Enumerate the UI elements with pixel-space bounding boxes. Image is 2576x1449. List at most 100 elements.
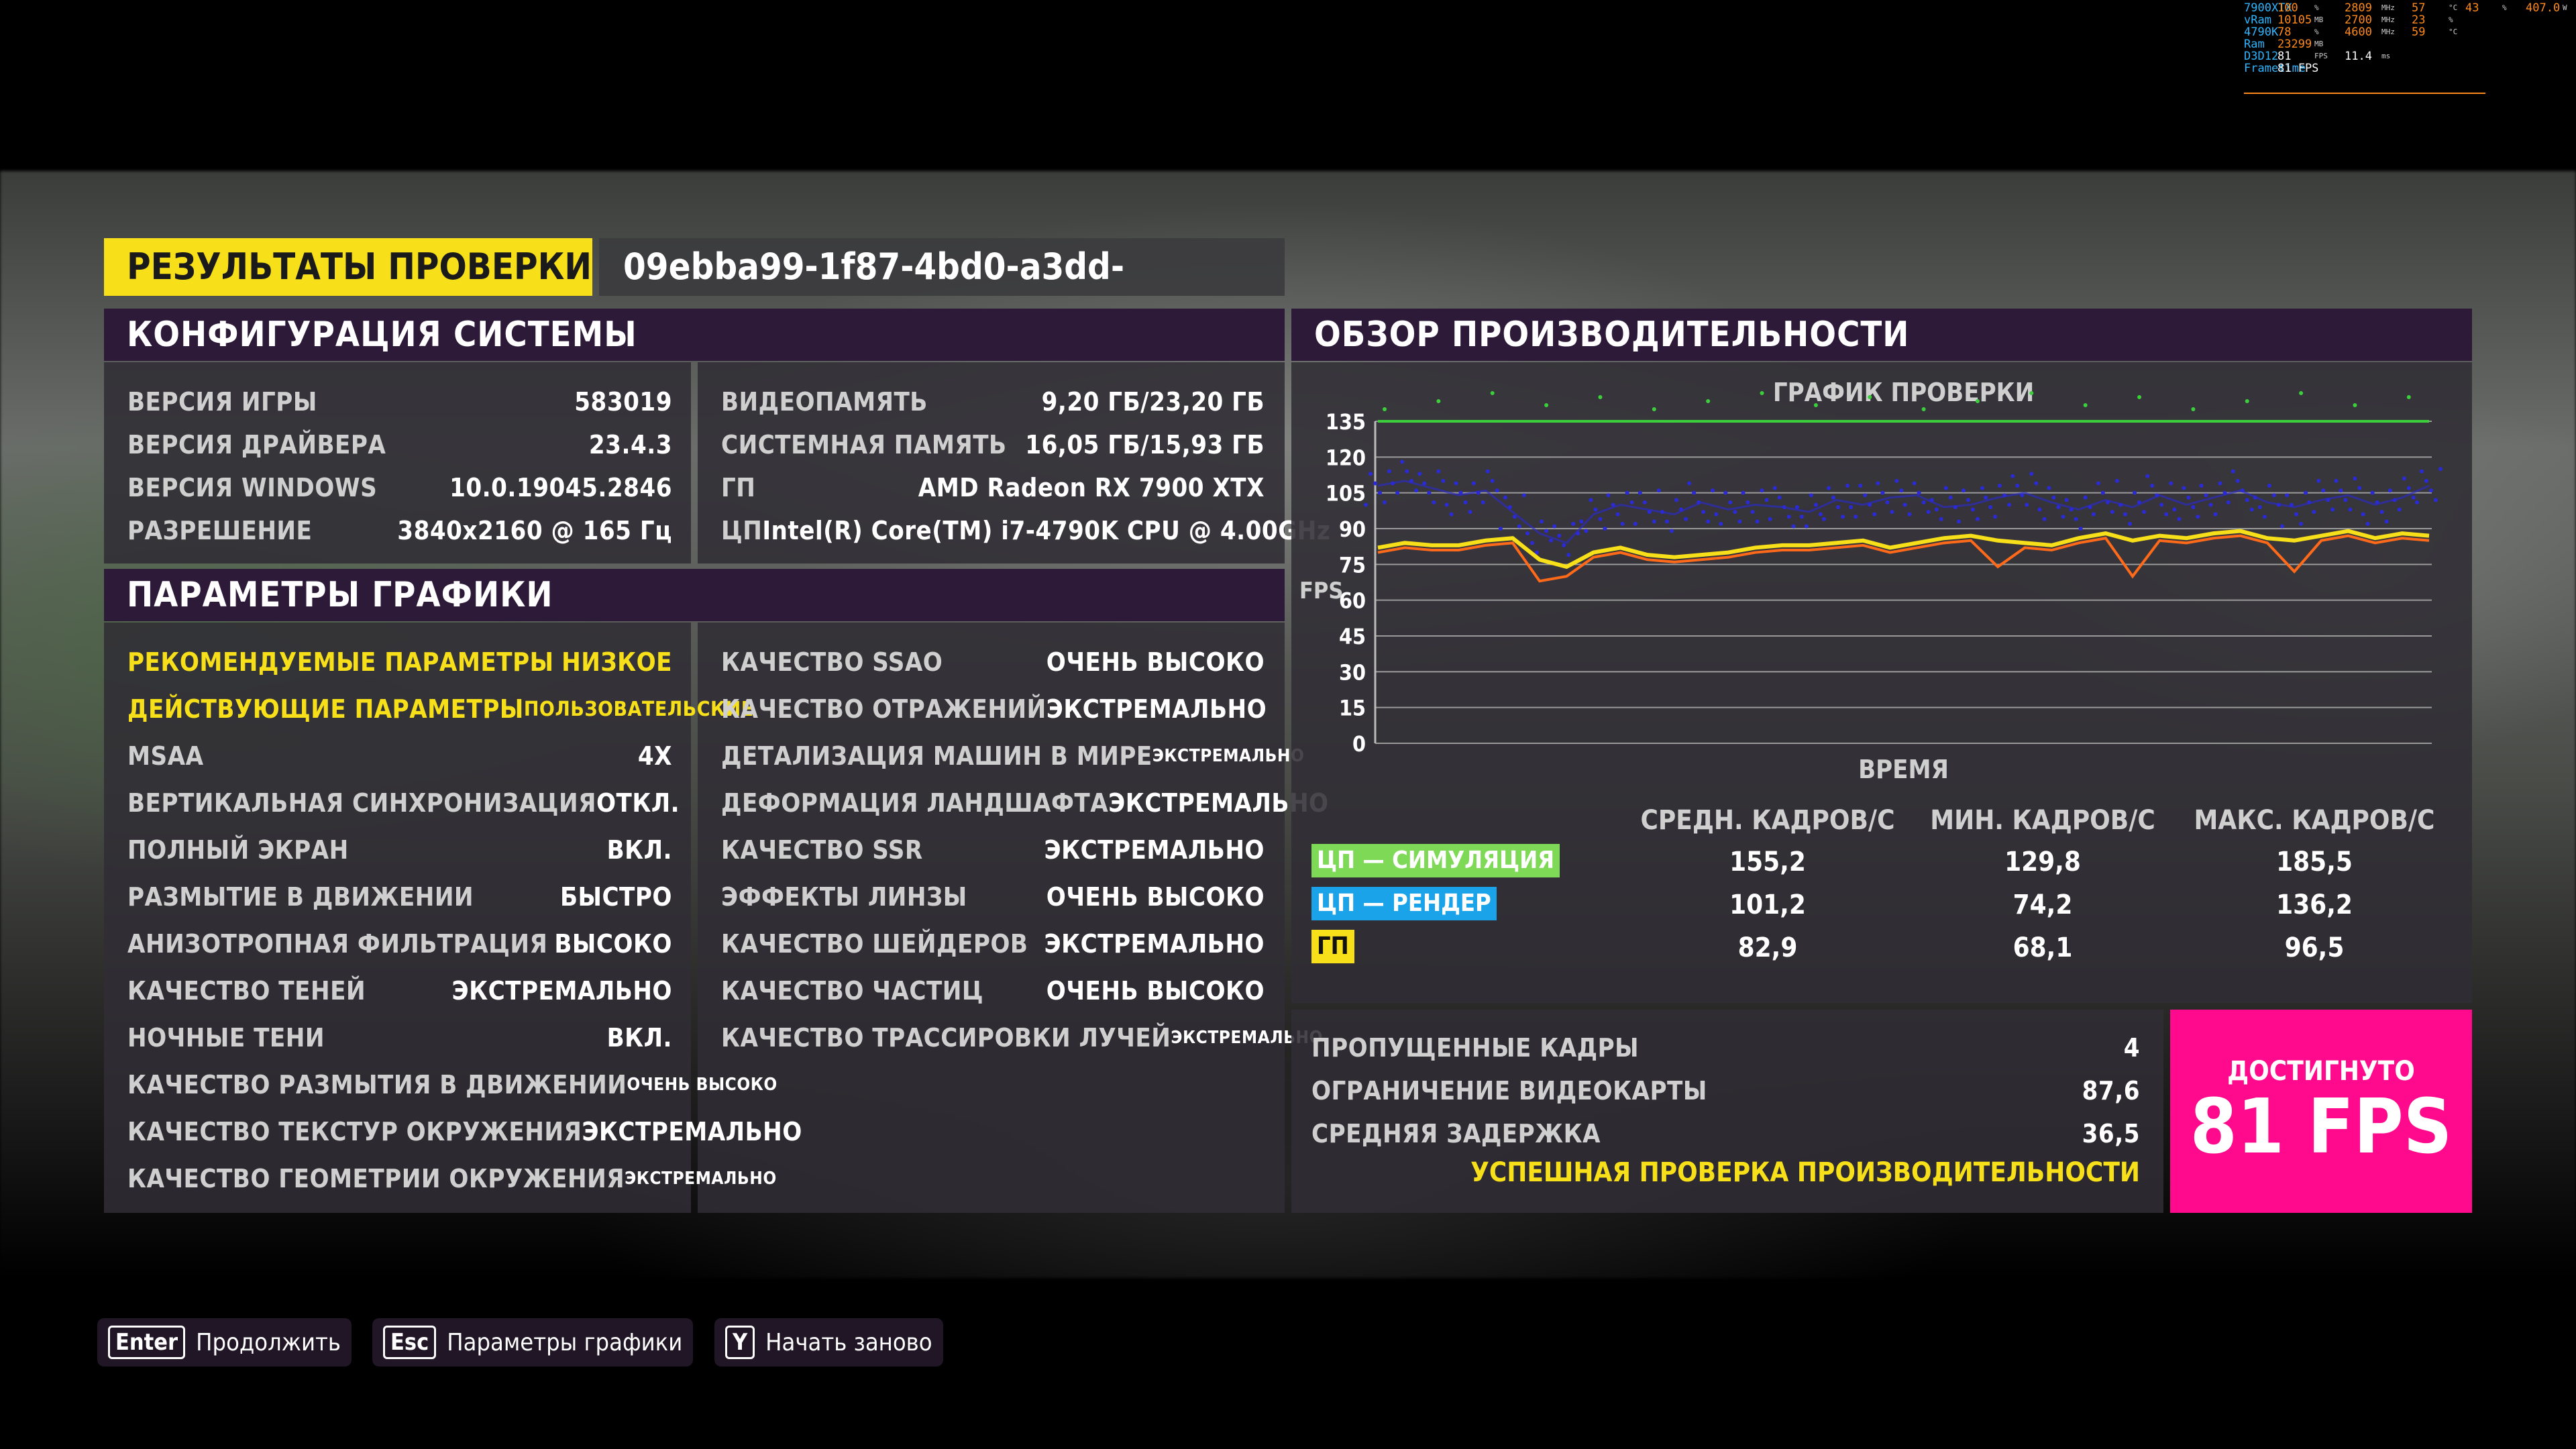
render-point bbox=[2182, 486, 2186, 490]
render-point bbox=[1414, 488, 1419, 493]
render-point bbox=[1549, 538, 1554, 543]
simulation-point bbox=[1544, 403, 1549, 407]
gfx-right-row: КАЧЕСТВО ТРАССИРОВКИ ЛУЧЕЙ ЭКСТРЕМАЛЬНО bbox=[721, 1014, 1323, 1061]
render-point bbox=[1498, 527, 1503, 531]
render-point bbox=[1383, 500, 1387, 504]
setting-value: 10.0.19045.2846 bbox=[449, 473, 672, 502]
render-point bbox=[2257, 505, 2262, 509]
hud-value: 43 bbox=[2465, 1, 2479, 15]
perf-value: 68,1 bbox=[2012, 932, 2073, 963]
render-point bbox=[1993, 515, 1998, 519]
y-tick-label: 135 bbox=[1326, 409, 1366, 435]
render-point bbox=[2100, 490, 2105, 495]
render-point bbox=[1902, 502, 1907, 507]
setting-label: КАЧЕСТВО ШЕЙДЕРОВ bbox=[721, 929, 1028, 959]
setting-label: АНИЗОТРОПНАЯ ФИЛЬТРАЦИЯ bbox=[127, 929, 548, 959]
sys-right-row: ЦП Intel(R) Core(TM) i7-4790K CPU @ 4.00G… bbox=[721, 509, 1330, 552]
perf-stat-row: ПРОПУЩЕННЫЕ КАДРЫ 4 bbox=[1311, 1026, 2140, 1069]
render-point bbox=[1880, 490, 1885, 495]
stat-value: 87,6 bbox=[2082, 1076, 2140, 1106]
render-point bbox=[2191, 505, 2196, 509]
results-title: РЕЗУЛЬТАТЫ ПРОВЕРКИ bbox=[104, 238, 592, 296]
render-point bbox=[2406, 486, 2411, 490]
setting-value: 9,20 ГБ/23,20 ГБ bbox=[1041, 387, 1265, 417]
setting-label: СИСТЕМНАЯ ПАМЯТЬ bbox=[721, 430, 1007, 460]
hud-value: 59 bbox=[2412, 25, 2426, 39]
setting-value: ОЧЕНЬ ВЫСОКО bbox=[1046, 647, 1265, 677]
render-point bbox=[1562, 543, 1566, 547]
render-point bbox=[1463, 500, 1468, 504]
render-point bbox=[1606, 493, 1611, 498]
key-hint-esc[interactable]: Esc Параметры графики bbox=[372, 1318, 694, 1366]
render-point bbox=[2299, 521, 2304, 526]
setting-label: ГП bbox=[721, 473, 756, 502]
hud-unit: MHz bbox=[2381, 3, 2395, 12]
key-hint-y[interactable]: Y Начать заново bbox=[714, 1318, 943, 1366]
gfx-left-row: КАЧЕСТВО ГЕОМЕТРИИ ОКРУЖЕНИЯ ЭКСТРЕМАЛЬНО bbox=[127, 1155, 776, 1202]
gfx-right-row: КАЧЕСТВО ШЕЙДЕРОВ ЭКСТРЕМАЛЬНО bbox=[721, 920, 1265, 967]
render-point bbox=[1984, 495, 1988, 500]
gfx-left-row: MSAA 4X bbox=[127, 733, 672, 780]
render-point bbox=[1970, 507, 1975, 512]
render-point bbox=[1706, 519, 1711, 524]
render-point bbox=[1943, 486, 1948, 490]
gfx-left-row: ДЕЙСТВУЮЩИЕ ПАРАМЕТРЫ ПОЛЬЗОВАТЕЛЬСКИЕ bbox=[127, 686, 753, 733]
perf-value: 185,5 bbox=[2276, 847, 2353, 877]
perf-value: 74,2 bbox=[2012, 890, 2073, 920]
render-point bbox=[2150, 484, 2155, 488]
render-point bbox=[2294, 512, 2299, 517]
setting-label: КАЧЕСТВО ЧАСТИЦ bbox=[721, 976, 984, 1006]
key-hint-enter[interactable]: Enter Продолжить bbox=[97, 1318, 352, 1366]
hud-unit: % bbox=[2449, 15, 2453, 24]
render-point bbox=[1449, 512, 1454, 517]
render-point bbox=[2123, 512, 2128, 517]
render-point bbox=[1436, 469, 1441, 474]
setting-label: ДЕФОРМАЦИЯ ЛАНДШАФТА bbox=[721, 788, 1109, 818]
render-point bbox=[2361, 512, 2365, 517]
setting-label: ВЕРТИКАЛЬНАЯ СИНХРОНИЗАЦИЯ bbox=[127, 788, 596, 818]
setting-label: ЭФФЕКТЫ ЛИНЗЫ bbox=[721, 882, 967, 912]
gfx-right-row: КАЧЕСТВО ОТРАЖЕНИЙ ЭКСТРЕМАЛЬНО bbox=[721, 686, 1267, 733]
sys-left-row: ВЕРСИЯ WINDOWS 10.0.19045.2846 bbox=[127, 466, 672, 509]
render-point bbox=[2133, 490, 2137, 495]
render-point bbox=[1517, 524, 1521, 529]
gfx-left-row: ВЕРТИКАЛЬНАЯ СИНХРОНИЗАЦИЯ ОТКЛ. bbox=[127, 780, 680, 826]
render-point bbox=[1525, 531, 1530, 536]
achieved-value: 81 FPS bbox=[2190, 1083, 2453, 1171]
render-point bbox=[2029, 472, 2034, 476]
render-point bbox=[2339, 488, 2343, 493]
render-point bbox=[1687, 481, 1692, 486]
render-point bbox=[1638, 490, 1642, 495]
render-point bbox=[1468, 510, 1472, 515]
setting-label: ВИДЕОПАМЯТЬ bbox=[721, 387, 928, 417]
setting-label: ДЕТАЛИЗАЦИЯ МАШИН В МИРЕ bbox=[721, 741, 1152, 771]
gfx-left-row: КАЧЕСТВО ТЕКСТУР ОКРУЖЕНИЯ ЭКСТРЕМАЛЬНО bbox=[127, 1108, 802, 1155]
sys-right-row: СИСТЕМНАЯ ПАМЯТЬ 16,05 ГБ/15,93 ГБ bbox=[721, 423, 1265, 466]
render-point bbox=[1894, 478, 1899, 483]
perf-value: 96,5 bbox=[2284, 932, 2345, 963]
render-point bbox=[1813, 502, 1818, 507]
render-point bbox=[1620, 521, 1625, 526]
hud-value: 407.0 bbox=[2526, 1, 2561, 15]
render-point bbox=[1719, 521, 1723, 526]
perf-stat-row: ОГРАНИЧЕНИЕ ВИДЕОКАРТЫ 87,6 bbox=[1311, 1069, 2140, 1112]
render-point bbox=[2007, 502, 2012, 507]
render-point bbox=[1831, 495, 1836, 500]
key-hint-label: Параметры графики bbox=[447, 1328, 683, 1356]
simulation-point bbox=[1383, 407, 1387, 411]
perf-value: 129,8 bbox=[2004, 847, 2081, 877]
render-point bbox=[2096, 481, 2100, 486]
render-point bbox=[2429, 488, 2433, 493]
simulation-point bbox=[1868, 395, 1872, 399]
stat-label: ПРОПУЩЕННЫЕ КАДРЫ bbox=[1311, 1033, 1640, 1063]
render-point bbox=[2213, 512, 2218, 517]
render-point bbox=[1980, 486, 1984, 490]
simulation-point bbox=[2245, 399, 2249, 403]
setting-value: Intel(R) Core(TM) i7-4790K CPU @ 4.00GHz bbox=[762, 516, 1331, 545]
render-point bbox=[2353, 476, 2357, 481]
render-point bbox=[1642, 500, 1647, 504]
render-point bbox=[1387, 469, 1391, 474]
setting-label: НОЧНЫЕ ТЕНИ bbox=[127, 1023, 325, 1053]
perf-col-header: СРЕДН. КАДРОВ/С bbox=[1640, 805, 1895, 836]
render-point bbox=[2304, 490, 2308, 495]
